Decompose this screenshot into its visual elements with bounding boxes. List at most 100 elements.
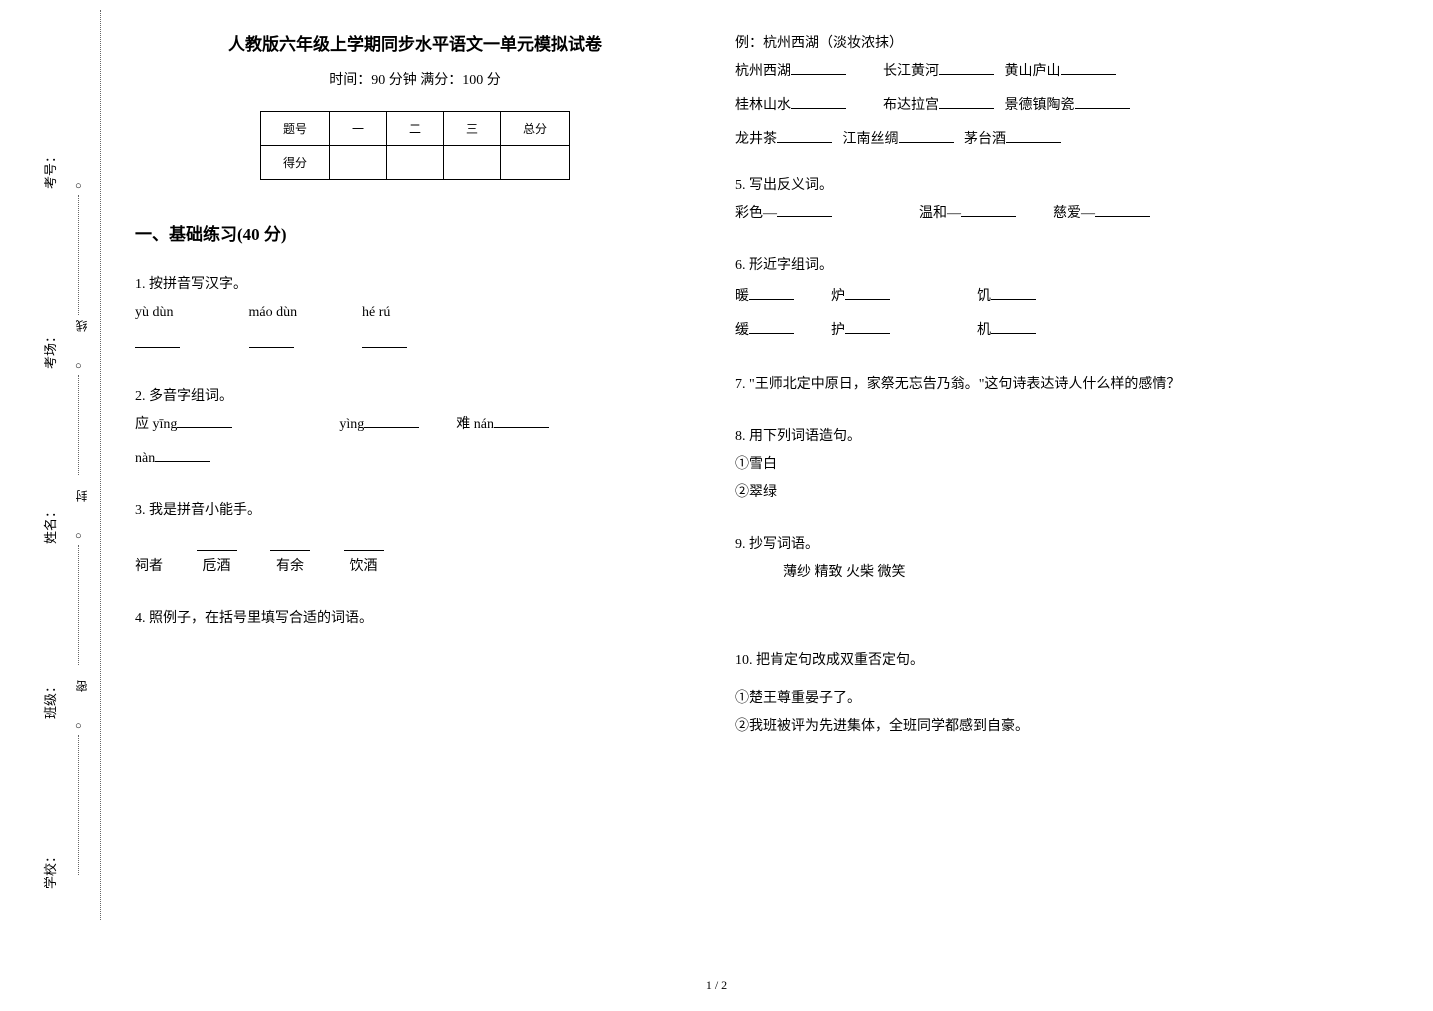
table-row: 得分	[260, 146, 569, 180]
answer-blank	[845, 320, 890, 334]
seal-line: ○ ○ ○ ○ 线 封 密	[75, 0, 105, 930]
q2-item: yìng	[339, 417, 364, 432]
answer-blank	[155, 448, 210, 462]
q4-item: 龙井茶	[735, 132, 777, 147]
answer-blank	[749, 320, 794, 334]
q9-words: 薄纱 精致 火柴 微笑	[735, 559, 1305, 587]
q4-item: 茅台酒	[964, 132, 1006, 147]
answer-blank	[197, 537, 237, 551]
q6-char: 护	[831, 323, 845, 338]
pinyin: hé rú	[362, 299, 472, 327]
q3-word: 祠者	[135, 553, 163, 581]
answer-blank	[791, 95, 846, 109]
q4-item: 黄山庐山	[1005, 64, 1061, 79]
q3-word: 有余	[270, 537, 310, 581]
q-prompt: 3. 我是拼音小能手。	[135, 497, 695, 525]
question-10: 10. 把肯定句改成双重否定句。 ①楚王尊重晏子了。 ②我班被评为先进集体，全班…	[735, 647, 1305, 741]
q2-item: 应 yīng	[135, 417, 177, 432]
page-content: 人教版六年级上学期同步水平语文一单元模拟试卷 时间：90 分钟 满分：100 分…	[0, 0, 1433, 930]
seal-char: 密	[73, 680, 90, 692]
binding-labels: 学校： 班级： 姓名： 考场： 考号：	[40, 0, 75, 930]
label-seat: 考号：	[40, 150, 59, 189]
question-9: 9. 抄写词语。 薄纱 精致 火柴 微笑	[735, 531, 1305, 587]
question-4: 4. 照例子，在括号里填写合适的词语。	[135, 605, 695, 633]
q4-item: 布达拉宫	[883, 98, 939, 113]
answer-blank	[362, 347, 407, 348]
q4-item: 杭州西湖	[735, 64, 791, 79]
table-row: 题号 一 二 三 总分	[260, 112, 569, 146]
q6-char: 炉	[831, 289, 845, 304]
question-1: 1. 按拼音写汉字。 yù dùn máo dùn hé rú	[135, 271, 695, 359]
q2-item: nàn	[135, 451, 155, 466]
score-cell	[501, 146, 570, 180]
q-prompt: 2. 多音字组词。	[135, 383, 695, 411]
answer-blank	[991, 286, 1036, 300]
pinyin: máo dùn	[249, 299, 359, 327]
q3-word: 卮酒	[197, 537, 237, 581]
answer-blank	[1095, 203, 1150, 217]
q5-item: 慈爱—	[1053, 206, 1095, 221]
answer-blank	[991, 320, 1036, 334]
q3-word: 饮酒	[344, 537, 384, 581]
answer-blank	[749, 286, 794, 300]
q4-item: 长江黄河	[883, 64, 939, 79]
q10-item: ②我班被评为先进集体，全班同学都感到自豪。	[735, 713, 1305, 741]
seal-dots	[78, 735, 79, 875]
score-table: 题号 一 二 三 总分 得分	[260, 111, 570, 180]
q6-char: 机	[977, 323, 991, 338]
exam-title: 人教版六年级上学期同步水平语文一单元模拟试卷	[135, 30, 695, 55]
answer-blank	[177, 414, 232, 428]
score-cell	[386, 146, 443, 180]
q-prompt: 9. 抄写词语。	[735, 531, 1305, 559]
question-6: 6. 形近字组词。 暖 炉 饥 缓 护 机	[735, 252, 1305, 347]
seal-dots	[78, 545, 79, 665]
answer-blank	[791, 61, 846, 75]
binding-margin: 学校： 班级： 姓名： 考场： 考号： ○ ○ ○ ○ 线 封 密	[0, 0, 110, 930]
answer-blank	[961, 203, 1016, 217]
seal-dots	[78, 195, 79, 315]
seal-circle: ○	[75, 180, 82, 192]
pinyin: yù dùn	[135, 299, 245, 327]
score-cell: 二	[386, 112, 443, 146]
q8-item: ②翠绿	[735, 479, 1305, 507]
label-name: 姓名：	[40, 505, 59, 544]
q-prompt: 6. 形近字组词。	[735, 252, 1305, 280]
q6-char: 缓	[735, 323, 749, 338]
seal-dots	[78, 375, 79, 475]
answer-blank	[135, 347, 180, 348]
q4-item: 江南丝绸	[843, 132, 899, 147]
answer-blank	[270, 537, 310, 551]
label-school: 学校：	[40, 850, 59, 889]
seal-circle: ○	[75, 530, 82, 542]
q-prompt: 1. 按拼音写汉字。	[135, 271, 695, 299]
score-cell: 一	[329, 112, 386, 146]
q-prompt: 10. 把肯定句改成双重否定句。	[735, 647, 1305, 675]
answer-blank	[899, 129, 954, 143]
question-3: 3. 我是拼音小能手。 祠者 卮酒 有余 饮酒	[135, 497, 695, 581]
answer-blank	[777, 129, 832, 143]
seal-char: 封	[73, 490, 90, 502]
question-2: 2. 多音字组词。 应 yīng yìng 难 nán nàn	[135, 383, 695, 473]
q-prompt: 8. 用下列词语造句。	[735, 423, 1305, 451]
q6-char: 饥	[977, 289, 991, 304]
question-8: 8. 用下列词语造句。 ①雪白 ②翠绿	[735, 423, 1305, 507]
q2-item: 难 nán	[456, 417, 494, 432]
page-number: 1 / 2	[706, 978, 727, 993]
answer-blank	[344, 537, 384, 551]
answer-blank	[1075, 95, 1130, 109]
seal-circle: ○	[75, 720, 82, 732]
score-cell: 三	[444, 112, 501, 146]
label-class: 班级：	[40, 680, 59, 719]
answer-blank	[939, 61, 994, 75]
score-cell: 题号	[260, 112, 329, 146]
answer-blank	[249, 347, 294, 348]
answer-blank	[845, 286, 890, 300]
answer-blank	[939, 95, 994, 109]
q-prompt: 5. 写出反义词。	[735, 172, 1305, 200]
answer-blank	[1006, 129, 1061, 143]
section-heading: 一、基础练习(40 分)	[135, 220, 695, 245]
q4-example: 例：杭州西湖（淡妆浓抹）	[735, 30, 1305, 58]
seal-char: 线	[73, 320, 90, 332]
answer-blank	[1061, 61, 1116, 75]
q5-item: 彩色—	[735, 206, 777, 221]
